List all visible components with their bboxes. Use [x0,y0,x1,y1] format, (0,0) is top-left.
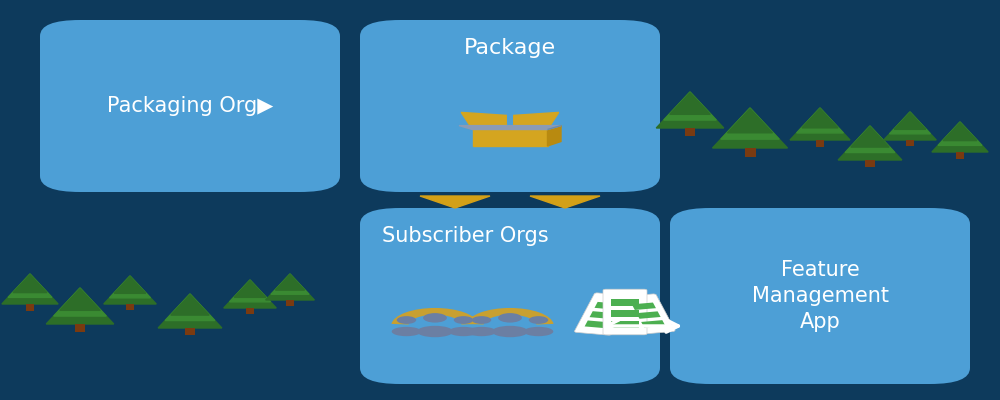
Polygon shape [46,288,114,324]
FancyBboxPatch shape [670,208,970,384]
Polygon shape [54,288,106,316]
Polygon shape [60,289,100,310]
Polygon shape [275,274,305,290]
Polygon shape [932,122,988,152]
Polygon shape [851,127,889,147]
Circle shape [397,316,416,324]
Bar [75,324,85,332]
Polygon shape [230,280,270,302]
Bar [286,300,294,306]
FancyBboxPatch shape [360,208,660,384]
FancyBboxPatch shape [40,20,340,192]
Bar [126,304,134,310]
Polygon shape [165,294,215,320]
Text: Subscriber Orgs: Subscriber Orgs [382,226,548,246]
Polygon shape [459,126,561,130]
Polygon shape [548,126,561,146]
Circle shape [498,313,522,322]
Bar [590,311,615,319]
Bar [816,140,824,147]
Polygon shape [656,92,724,128]
Text: Package: Package [464,38,556,58]
Polygon shape [461,112,506,130]
Bar [632,302,656,310]
Polygon shape [670,93,710,114]
Bar [594,302,620,310]
Bar [585,320,610,328]
Circle shape [423,313,447,322]
Polygon shape [171,295,209,315]
Ellipse shape [467,327,496,336]
Ellipse shape [449,327,478,336]
Bar [246,308,254,314]
Bar [865,160,875,168]
Ellipse shape [524,327,553,336]
Bar [26,304,34,310]
Polygon shape [158,294,222,328]
Polygon shape [890,112,930,134]
Polygon shape [721,108,779,139]
Polygon shape [266,274,314,300]
Polygon shape [802,109,838,128]
FancyBboxPatch shape [574,293,632,335]
Polygon shape [104,276,156,304]
Polygon shape [943,122,977,141]
Bar [744,148,756,157]
Ellipse shape [417,326,453,337]
Ellipse shape [492,326,528,337]
Bar [637,311,661,319]
FancyBboxPatch shape [603,289,647,335]
Circle shape [529,316,548,324]
Bar [611,310,639,317]
FancyBboxPatch shape [621,294,675,334]
Text: Feature
Management
App: Feature Management App [752,260,889,332]
Polygon shape [797,108,843,133]
Polygon shape [271,274,309,294]
Polygon shape [8,274,52,298]
Bar [906,140,914,146]
Polygon shape [530,196,600,208]
Bar [611,299,639,306]
Polygon shape [894,112,926,129]
Polygon shape [548,126,561,130]
Polygon shape [712,108,788,148]
Polygon shape [473,130,548,146]
Polygon shape [790,108,850,140]
Bar [611,321,639,328]
Polygon shape [845,126,895,152]
Polygon shape [938,122,982,146]
Circle shape [454,316,473,324]
Polygon shape [13,275,47,293]
Bar [641,320,665,328]
Polygon shape [110,276,150,298]
FancyBboxPatch shape [360,20,660,192]
Polygon shape [224,280,276,308]
Polygon shape [664,92,716,120]
Bar [956,152,964,158]
Polygon shape [728,109,772,133]
Circle shape [472,316,491,324]
Wedge shape [391,308,479,324]
Polygon shape [884,112,936,140]
Polygon shape [2,274,58,304]
Bar [685,128,695,136]
Polygon shape [234,280,266,297]
Polygon shape [514,112,559,130]
Bar [185,328,195,336]
Polygon shape [420,196,490,208]
Polygon shape [838,126,902,160]
Ellipse shape [392,327,421,336]
Wedge shape [466,308,554,324]
Text: Packaging Org▶: Packaging Org▶ [107,96,273,116]
Polygon shape [114,276,146,293]
